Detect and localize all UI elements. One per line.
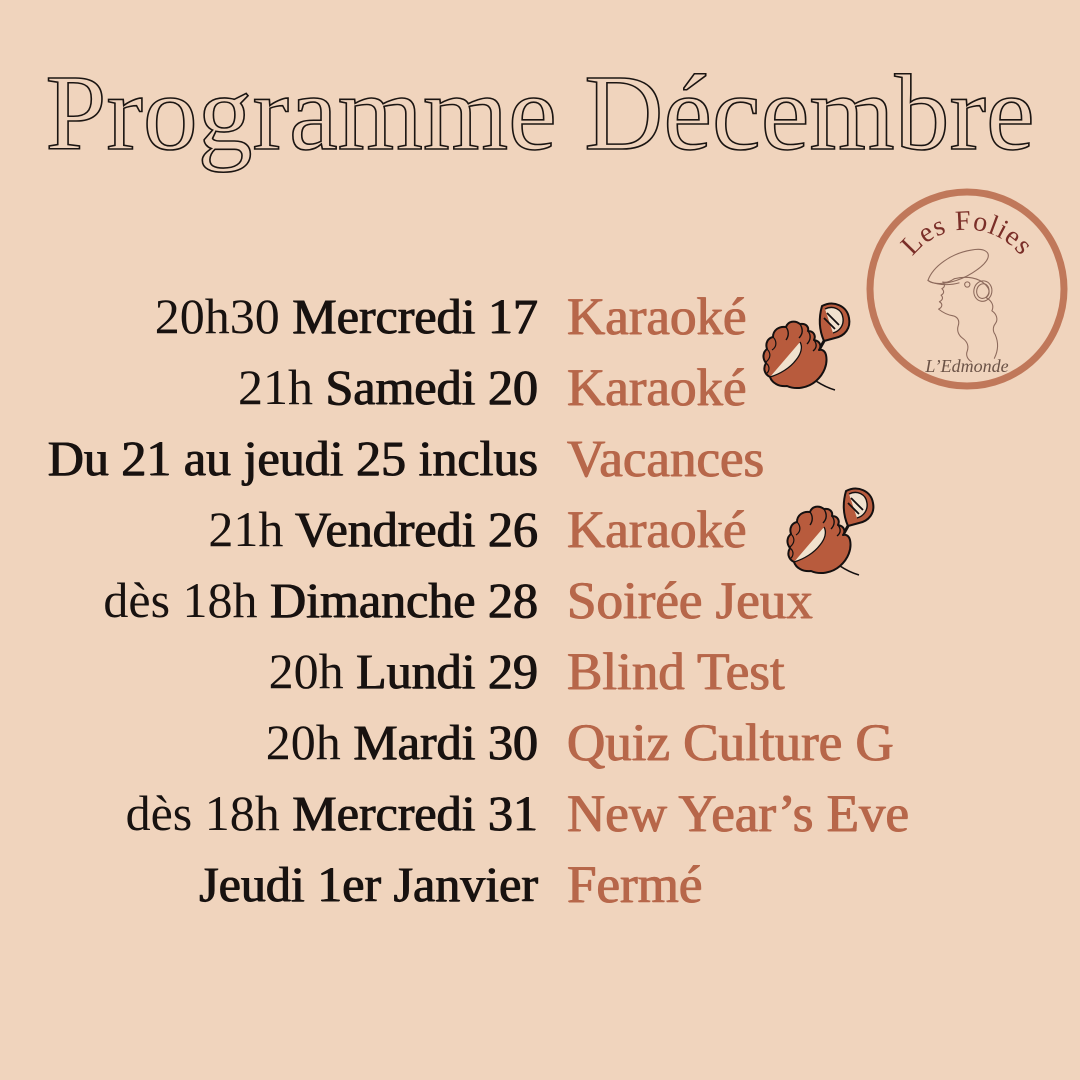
svg-text:Les Folies: Les Folies	[895, 205, 1039, 261]
svg-text:L’Edmonde: L’Edmonde	[924, 356, 1008, 376]
